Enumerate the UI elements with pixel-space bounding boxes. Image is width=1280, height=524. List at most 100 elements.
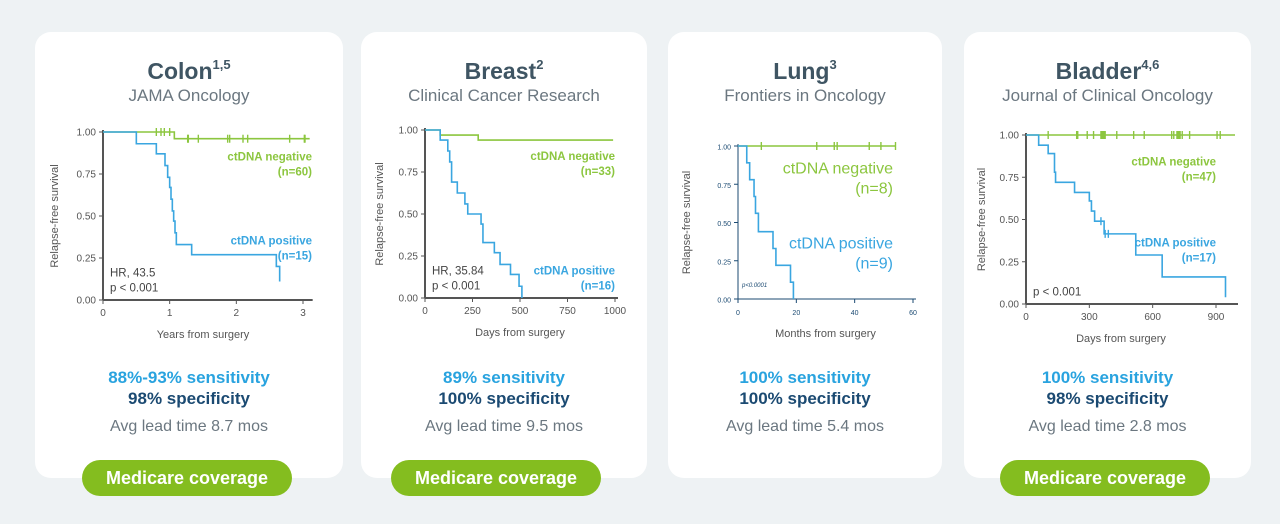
series-label: ctDNA negative: [227, 152, 312, 164]
negative-curve: [425, 129, 614, 141]
series-label: ctDNA negative: [783, 161, 893, 178]
card-title: Lung3: [773, 57, 837, 84]
y-tick-label: 1.00: [1000, 131, 1020, 142]
chart-1: 0.00 0.25 0.50 0.75 1.00 0 250 500 750 1000 Days f…: [374, 126, 627, 340]
x-tick-label: 60: [909, 310, 917, 317]
series-n-label: (n=33): [581, 166, 615, 178]
y-tick-label: 0.00: [717, 298, 731, 305]
negative-curve: [103, 131, 310, 140]
card-title: Breast2: [464, 57, 544, 84]
card-title: Bladder4,6: [1055, 57, 1160, 84]
specificity: 100% specificity: [739, 389, 871, 408]
x-tick-label: 750: [559, 306, 576, 317]
stat-annotation: HR, 43.5: [110, 267, 155, 279]
x-tick-label: 600: [1144, 312, 1161, 323]
positive-curve: [103, 131, 281, 282]
series-label: ctDNA negative: [1131, 156, 1216, 168]
card-lung: Lung3 Frontiers in Oncology 100% sensiti…: [668, 32, 942, 478]
y-tick-label: 0.25: [1000, 257, 1020, 268]
sensitivity: 89% sensitivity: [443, 368, 565, 387]
stat-annotation: p < 0.001: [1033, 287, 1081, 299]
card-colon: Colon1,5 JAMA Oncology 88%-93% sensitivi…: [35, 32, 343, 478]
y-axis-label: Relapse-free survival: [49, 164, 61, 267]
positive-curve: [425, 129, 523, 298]
y-tick-label: 0.50: [77, 212, 97, 223]
y-tick-label: 0.00: [1000, 300, 1020, 311]
series-n-label: (n=17): [1182, 253, 1216, 265]
chart-2: 0.00 0.25 0.50 0.75 1.00 0 20 40 60 Months from s…: [681, 142, 917, 340]
y-tick-label: 0.75: [1000, 173, 1020, 184]
chart-0: 0.00 0.25 0.50 0.75 1.00 0 1 2 3 Years from surge…: [49, 128, 313, 341]
stat-annotation: p < 0.001: [110, 283, 158, 295]
series-label: ctDNA positive: [231, 236, 312, 248]
lead-time: Avg lead time 5.4 mos: [725, 418, 884, 435]
stat-annotation: HR, 35.84: [432, 265, 484, 277]
specificity: 100% specificity: [438, 389, 570, 408]
y-tick-label: 0.50: [717, 221, 731, 228]
y-tick-label: 0.25: [399, 252, 419, 263]
x-tick-label: 2: [234, 308, 240, 319]
x-axis-label: Days from surgery: [475, 327, 565, 339]
y-tick-label: 0.75: [77, 170, 97, 181]
x-axis-label: Months from surgery: [775, 328, 876, 340]
series-label: ctDNA positive: [534, 265, 615, 277]
x-axis-label: Years from surgery: [157, 329, 250, 341]
medicare-coverage-badge: Medicare coverage: [82, 460, 292, 496]
journal-name: Frontiers in Oncology: [724, 86, 886, 105]
journal-name: Journal of Clinical Oncology: [1002, 86, 1213, 105]
y-tick-label: 0.50: [1000, 215, 1020, 226]
lead-time: Avg lead time 9.5 mos: [424, 418, 583, 435]
x-tick-label: 250: [464, 306, 481, 317]
lead-time: Avg lead time 2.8 mos: [1028, 418, 1187, 435]
series-n-label: (n=15): [278, 251, 312, 263]
y-tick-label: 0.00: [77, 296, 97, 307]
specificity: 98% specificity: [128, 389, 250, 408]
sensitivity: 100% sensitivity: [739, 368, 871, 387]
y-tick-label: 0.50: [399, 210, 419, 221]
medicare-coverage-badge: Medicare coverage: [1000, 460, 1210, 496]
x-tick-label: 300: [1081, 312, 1098, 323]
sensitivity: 100% sensitivity: [1041, 368, 1174, 387]
x-tick-label: 0: [100, 308, 106, 319]
series-n-label: (n=16): [581, 280, 615, 292]
x-tick-label: 500: [512, 306, 529, 317]
x-tick-label: 1000: [604, 306, 627, 317]
x-tick-label: 1: [167, 308, 173, 319]
x-tick-label: 0: [422, 306, 428, 317]
sensitivity: 88%-93% sensitivity: [108, 368, 270, 387]
x-tick-label: 0: [1023, 312, 1029, 323]
series-label: ctDNA positive: [1135, 238, 1216, 250]
series-n-label: (n=60): [278, 167, 312, 179]
x-axis-label: Days from surgery: [1076, 333, 1166, 345]
y-tick-label: 0.25: [717, 259, 731, 266]
card-bladder: Bladder4,6 Journal of Clinical Oncology …: [964, 32, 1251, 478]
series-n-label: (n=8): [855, 181, 893, 198]
y-tick-label: 1.00: [717, 145, 731, 152]
journal-name: Clinical Cancer Research: [408, 86, 600, 105]
y-tick-label: 0.75: [717, 183, 731, 190]
medicare-coverage-badge: Medicare coverage: [391, 460, 601, 496]
series-label: ctDNA positive: [789, 236, 893, 253]
x-tick-label: 40: [851, 310, 859, 317]
x-tick-label: 900: [1208, 312, 1225, 323]
y-axis-label: Relapse-free survival: [374, 162, 386, 265]
y-tick-label: 1.00: [399, 126, 419, 137]
x-tick-label: 20: [792, 310, 800, 317]
y-axis-label: Relapse-free survival: [681, 171, 693, 274]
lead-time: Avg lead time 8.7 mos: [109, 418, 268, 435]
y-tick-label: 0.25: [77, 254, 97, 265]
card-title: Colon1,5: [147, 57, 231, 84]
chart-3: 0.00 0.25 0.50 0.75 1.00 0 300 600 900 Days from …: [976, 131, 1238, 345]
y-tick-label: 1.00: [77, 128, 97, 139]
journal-name: JAMA Oncology: [128, 86, 250, 105]
y-tick-label: 0.00: [399, 294, 419, 305]
x-tick-label: 3: [300, 308, 306, 319]
series-label: ctDNA negative: [530, 151, 615, 163]
card-breast: Breast2 Clinical Cancer Research 89% sen…: [361, 32, 647, 478]
positive-curve: [1026, 134, 1227, 298]
stat-annotation: p<0.0001: [741, 283, 767, 289]
series-n-label: (n=9): [855, 256, 893, 273]
x-tick-label: 0: [736, 310, 740, 317]
series-n-label: (n=47): [1182, 171, 1216, 183]
